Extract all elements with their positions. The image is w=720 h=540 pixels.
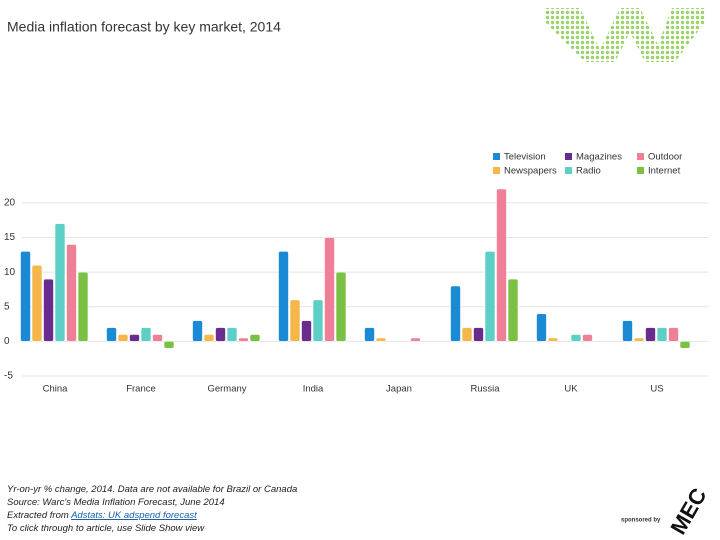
bar — [106, 327, 117, 342]
extract-prefix: Extracted from — [7, 510, 69, 521]
bar — [335, 271, 347, 342]
footer: Yr-on-yr % change, 2014. Data are not av… — [7, 483, 297, 535]
bar — [507, 278, 519, 342]
x-tick-label: Russia — [470, 384, 500, 395]
bar — [117, 334, 129, 342]
bar — [301, 320, 312, 342]
bar — [679, 341, 691, 349]
x-tick-label: UK — [564, 384, 578, 395]
bar — [375, 337, 387, 342]
legend-swatch — [637, 153, 644, 160]
legend-label: Newspapers — [504, 166, 557, 177]
bar — [66, 244, 77, 342]
legend-swatch — [493, 167, 500, 174]
bar — [461, 327, 473, 342]
bar — [215, 327, 226, 342]
x-tick-label: India — [303, 384, 324, 395]
bar — [570, 334, 582, 342]
bar — [31, 264, 43, 342]
legend-label: Radio — [576, 166, 601, 177]
sponsor-text: sponsored by — [621, 518, 661, 524]
bar — [203, 334, 215, 342]
note: Yr-on-yr % change, 2014. Data are not av… — [7, 484, 298, 495]
bar — [622, 320, 633, 342]
y-tick-label: -5 — [4, 371, 13, 382]
bar — [582, 334, 593, 342]
bar — [668, 327, 679, 342]
bar — [547, 337, 559, 342]
y-tick-label: 10 — [4, 267, 16, 278]
bar — [249, 334, 261, 342]
x-tick-label: China — [43, 384, 69, 395]
legend-swatch — [493, 153, 500, 160]
bar — [312, 299, 324, 342]
bar — [152, 334, 163, 342]
bar — [77, 271, 89, 342]
bar — [54, 223, 66, 342]
bar — [484, 251, 496, 342]
bar — [140, 327, 152, 342]
bar — [324, 237, 335, 342]
legend-swatch — [565, 167, 572, 174]
bar — [410, 337, 421, 342]
note: To click through to article, use Slide S… — [7, 523, 205, 534]
note: Source: Warc's Media Inflation Forecast,… — [7, 497, 225, 508]
y-tick-label: 5 — [4, 301, 10, 312]
bar — [289, 299, 301, 342]
logo — [545, 8, 705, 62]
y-tick-label: 0 — [4, 336, 10, 347]
legend-label: Internet — [648, 166, 681, 177]
bar — [226, 327, 238, 342]
bar — [43, 278, 54, 342]
bar — [238, 337, 249, 342]
x-tick-label: Japan — [386, 384, 412, 395]
extract: Extracted from Adstats: UK adspend forec… — [7, 509, 297, 522]
bar — [536, 313, 547, 342]
bar — [129, 334, 140, 342]
bar — [473, 327, 484, 342]
legend-swatch — [637, 167, 644, 174]
x-tick-label: Germany — [207, 384, 246, 395]
sponsor-logo: MEC — [665, 484, 711, 539]
bar — [450, 285, 461, 342]
x-tick-label: France — [126, 384, 156, 395]
legend-swatch — [565, 153, 572, 160]
chart-title: Media inflation forecast by key market, … — [7, 19, 281, 35]
legend-label: Magazines — [576, 152, 622, 163]
y-tick-label: 20 — [4, 197, 16, 208]
bar — [364, 327, 375, 342]
legend-label: Television — [504, 152, 546, 163]
bar — [633, 337, 645, 342]
bar — [496, 188, 507, 342]
y-tick-label: 15 — [4, 232, 16, 243]
article-link[interactable]: Adstats: UK adspend forecast — [71, 510, 197, 521]
bar — [656, 327, 668, 342]
bar — [192, 320, 203, 342]
bar — [278, 251, 289, 342]
bar — [20, 251, 31, 342]
x-tick-label: US — [650, 384, 663, 395]
legend-label: Outdoor — [648, 152, 682, 163]
bar — [645, 327, 656, 342]
bar — [163, 341, 175, 349]
